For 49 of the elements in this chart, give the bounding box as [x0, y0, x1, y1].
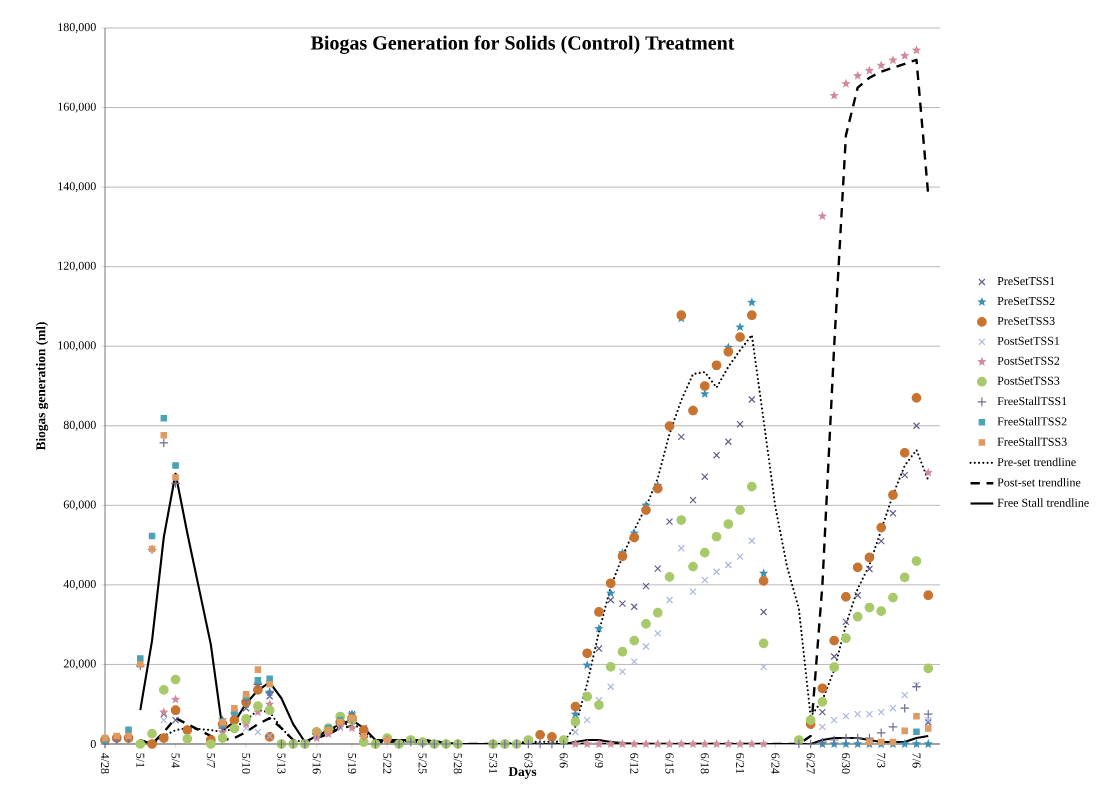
x-tick-label: 6/27: [806, 753, 815, 774]
chart-title: Biogas Generation for Solids (Control) Treatment: [310, 35, 735, 54]
legend-label: FreeStallTSS2: [997, 417, 1067, 426]
x-tick-label: 5/1: [136, 753, 145, 768]
x-tick-label: 6/21: [736, 753, 745, 774]
legend-label: PreSetTSS2: [997, 296, 1055, 306]
x-tick-label: 6/9: [594, 753, 603, 768]
legend-label: PreSetTSS3: [997, 316, 1055, 325]
legend-label: Post-set trendline: [997, 478, 1081, 487]
x-tick-label: 6/6: [559, 753, 568, 768]
x-tick-label: 5/31: [489, 753, 498, 774]
x-tick-label: 5/22: [383, 753, 392, 774]
x-tick-label: 6/30: [841, 753, 850, 774]
x-tick-label: 5/4: [171, 753, 180, 768]
legend-label: Pre-set trendline: [997, 457, 1076, 467]
x-tick-label: 5/28: [453, 753, 462, 774]
x-tick-label: 5/13: [277, 753, 286, 774]
x-tick-label: 6/12: [630, 753, 639, 774]
legend-label: PreSetTSS1: [997, 277, 1055, 286]
y-tick-label: 100,000: [58, 341, 96, 352]
x-tick-label: 6/18: [700, 753, 709, 774]
x-tick-label: 5/16: [312, 753, 321, 774]
y-tick-label: 160,000: [58, 102, 96, 113]
x-tick-label: 6/24: [771, 753, 780, 774]
y-tick-label: 0: [90, 739, 96, 749]
y-tick-label: 140,000: [58, 182, 96, 193]
x-tick-label: 5/19: [347, 753, 357, 774]
x-tick-label: 5/7: [206, 753, 215, 768]
legend-label: FreeStallTSS3: [997, 437, 1067, 446]
y-tick-label: 120,000: [58, 261, 96, 272]
legend-label: PostSetTSS3: [997, 376, 1060, 385]
y-tick-label: 80,000: [63, 420, 96, 431]
x-axis-title: Days: [508, 767, 537, 779]
x-tick-label: 5/10: [242, 753, 251, 774]
x-tick-label: 6/15: [665, 753, 674, 774]
legend-label: PostSetTSS2: [997, 356, 1060, 365]
x-tick-label: 5/25: [418, 753, 427, 774]
legend-label: FreeStallTSS1: [997, 396, 1067, 406]
x-tick-label: 6/3: [524, 753, 533, 768]
legend-label: Free Stall trendline: [997, 498, 1089, 507]
y-axis-title: Biogas generation (ml): [35, 322, 49, 451]
y-tick-label: 20,000: [63, 659, 96, 670]
x-tick-label: 7/3: [877, 753, 886, 768]
y-tick-label: 180,000: [58, 23, 96, 33]
x-tick-label: 7/6: [912, 753, 921, 768]
y-tick-label: 40,000: [63, 579, 96, 590]
x-tick-label: 4/28: [100, 752, 110, 774]
legend-label: PostSetTSS1: [997, 336, 1060, 345]
y-tick-label: 60,000: [63, 500, 96, 511]
